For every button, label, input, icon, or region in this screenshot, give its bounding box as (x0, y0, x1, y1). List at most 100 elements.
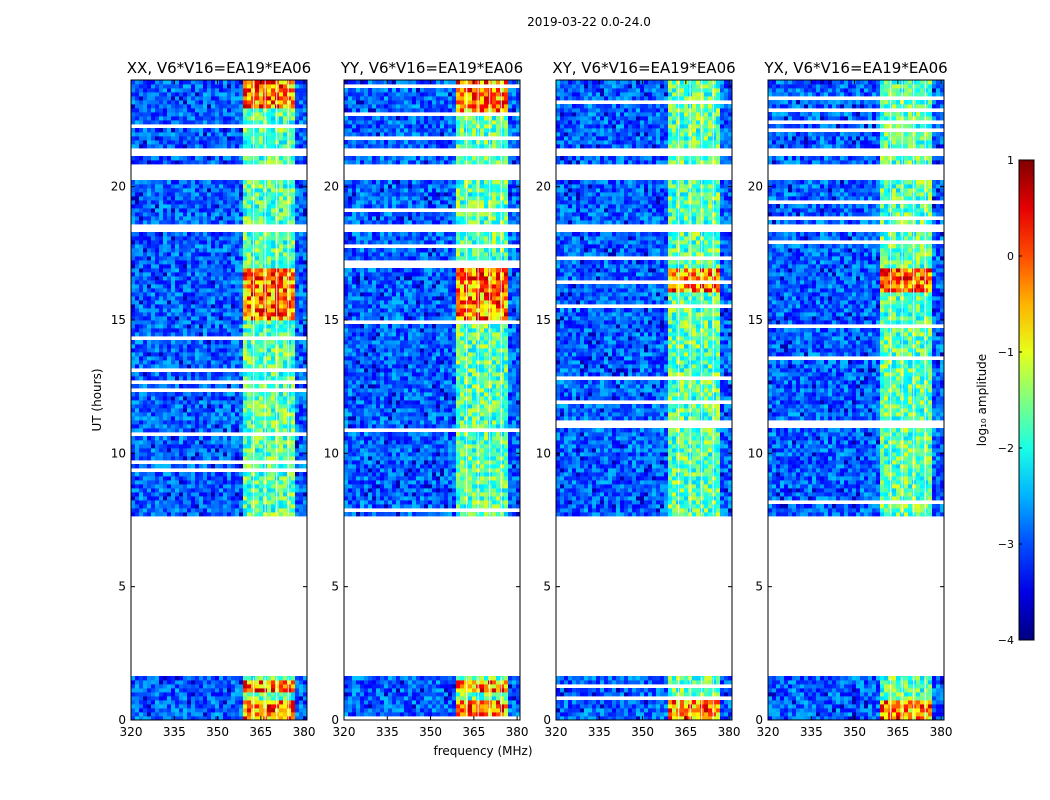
heatmap-cell (295, 356, 300, 361)
heatmap-cell (223, 144, 228, 149)
heatmap-cell (247, 492, 252, 497)
heatmap-cell (219, 504, 224, 509)
heatmap-cell (175, 472, 180, 477)
heatmap-cell (287, 308, 292, 313)
heatmap-cell (131, 264, 136, 269)
heatmap-cell (163, 188, 168, 193)
heatmap-cell (287, 400, 292, 405)
heatmap-cell (155, 80, 160, 85)
heatmap-cell (143, 252, 148, 257)
heatmap-cell (271, 156, 276, 161)
heatmap-cell (163, 688, 168, 693)
heatmap-cell (235, 92, 240, 97)
heatmap-cell (199, 512, 204, 517)
heatmap-cell (159, 156, 164, 161)
heatmap-cell (155, 276, 160, 281)
heatmap-cell (195, 264, 200, 269)
heatmap-cell (496, 692, 501, 697)
heatmap-cell (255, 716, 260, 721)
heatmap-cell (135, 180, 140, 185)
heatmap-cell (215, 92, 220, 97)
heatmap-cell (271, 412, 276, 417)
heatmap-cell (167, 464, 172, 469)
heatmap-cell (231, 424, 236, 429)
heatmap-cell (247, 416, 252, 421)
heatmap-cell (219, 692, 224, 697)
heatmap-cell (291, 420, 296, 425)
heatmap-cell (259, 344, 264, 349)
heatmap-cell (356, 680, 361, 685)
heatmap-cell (235, 484, 240, 489)
heatmap-cell (348, 688, 353, 693)
heatmap-cell (287, 280, 292, 285)
heatmap-cell (135, 304, 140, 309)
heatmap-cell (303, 260, 308, 265)
heatmap-cell (191, 80, 196, 85)
heatmap-cell (283, 472, 288, 477)
heatmap-cell (195, 268, 200, 273)
heatmap-cell (139, 444, 144, 449)
heatmap-cell (215, 512, 220, 517)
heatmap-cell (199, 280, 204, 285)
heatmap-cell (195, 676, 200, 681)
heatmap-cell (243, 344, 248, 349)
heatmap-cell (191, 392, 196, 397)
heatmap-cell (151, 508, 156, 513)
heatmap-cell (151, 500, 156, 505)
heatmap-cell (456, 688, 461, 693)
heatmap-cell (155, 304, 160, 309)
heatmap-cell (223, 248, 228, 253)
heatmap-cell (163, 464, 168, 469)
heatmap-cell (227, 304, 232, 309)
heatmap-cell (235, 348, 240, 353)
heatmap-cell (179, 184, 184, 189)
heatmap-cell (303, 324, 308, 329)
heatmap-cell (247, 188, 252, 193)
heatmap-cell (283, 132, 288, 137)
heatmap-cell (239, 276, 244, 281)
heatmap-cell (235, 188, 240, 193)
heatmap-cell (412, 704, 417, 709)
heatmap-cell (299, 252, 304, 257)
heatmap-cell (203, 156, 208, 161)
heatmap-cell (271, 116, 276, 121)
heatmap-cell (179, 160, 184, 165)
heatmap-cell (279, 472, 284, 477)
heatmap-cell (432, 704, 437, 709)
heatmap-cell (187, 472, 192, 477)
heatmap-cell (155, 308, 160, 313)
heatmap-cell (235, 344, 240, 349)
heatmap-cell (492, 688, 497, 693)
heatmap-cell (151, 428, 156, 433)
heatmap-cell (167, 220, 172, 225)
heatmap-cell (287, 104, 292, 109)
heatmap-cell (139, 156, 144, 161)
heatmap-cell (239, 332, 244, 337)
heatmap-cell (215, 680, 220, 685)
heatmap-cell (243, 408, 248, 413)
heatmap-cell (243, 108, 248, 113)
heatmap-cell (219, 112, 224, 117)
heatmap-cell (135, 500, 140, 505)
heatmap-cell (243, 444, 248, 449)
heatmap-cell (259, 264, 264, 269)
heatmap-cell (283, 316, 288, 321)
heatmap-cell (299, 412, 304, 417)
heatmap-cell (223, 300, 228, 305)
heatmap-cell (259, 256, 264, 261)
heatmap-cell (215, 700, 220, 705)
heatmap-cell (199, 108, 204, 113)
heatmap-cell (259, 200, 264, 205)
heatmap-cell (163, 244, 168, 249)
heatmap-cell (259, 84, 264, 89)
heatmap-cell (147, 420, 152, 425)
heatmap-cell (199, 244, 204, 249)
heatmap-cell (135, 276, 140, 281)
heatmap-cell (207, 328, 212, 333)
heatmap-cell (187, 404, 192, 409)
heatmap-cell (163, 424, 168, 429)
heatmap-cell (267, 708, 272, 713)
heatmap-cell (211, 108, 216, 113)
heatmap-cell (167, 704, 172, 709)
heatmap-cell (139, 320, 144, 325)
